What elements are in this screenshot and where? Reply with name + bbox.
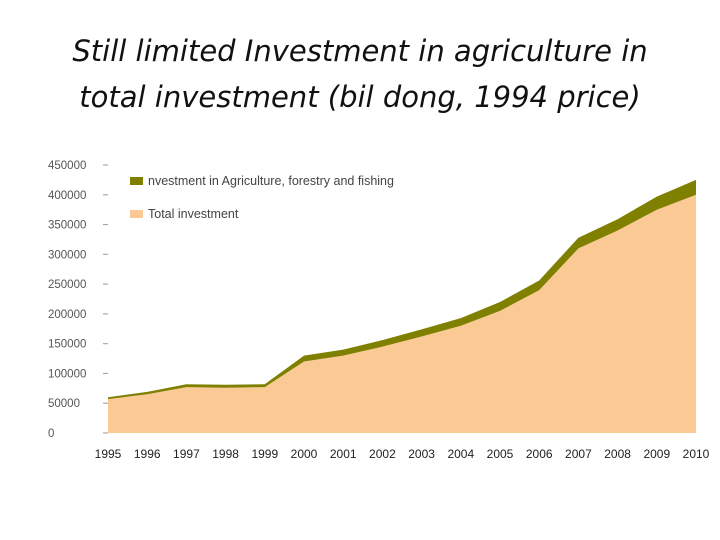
x-tick-label: 2010	[683, 447, 710, 461]
x-tick-label: 2008	[604, 447, 631, 461]
y-tick-label: 350000	[48, 220, 86, 232]
slide-title: Still limited Investment in agriculture …	[0, 28, 720, 120]
x-tick-label: 2005	[487, 447, 514, 461]
y-tick-label: 200000	[48, 309, 86, 321]
x-tick-label: 1998	[212, 447, 239, 461]
slide-title-line-2: total investment (bil dong, 1994 price)	[79, 80, 641, 114]
y-tick-label: 100000	[48, 368, 86, 380]
y-tick-label: 50000	[48, 398, 80, 410]
y-tick-label: 250000	[48, 279, 86, 291]
x-tick-label: 1997	[173, 447, 200, 461]
x-tick-label: 1995	[95, 447, 122, 461]
x-tick-label: 2004	[447, 447, 474, 461]
legend-label: Total investment	[148, 207, 239, 221]
x-tick-label: 1996	[134, 447, 161, 461]
y-tick-label: 300000	[48, 249, 86, 261]
x-tick-label: 2009	[643, 447, 670, 461]
y-tick-label: 150000	[48, 339, 86, 351]
legend-label: nvestment in Agriculture, forestry and f…	[148, 174, 394, 188]
slide-title-line-1: Still limited Investment in agriculture …	[72, 34, 648, 68]
y-tick-label: 0	[48, 428, 54, 440]
x-tick-label: 2001	[330, 447, 357, 461]
x-tick-label: 1999	[251, 447, 278, 461]
x-tick-label: 2003	[408, 447, 435, 461]
series-area-0	[108, 194, 696, 433]
x-tick-label: 2002	[369, 447, 396, 461]
x-tick-label: 2000	[291, 447, 318, 461]
x-tick-label: 2006	[526, 447, 553, 461]
y-tick-label: 450000	[48, 160, 86, 172]
x-tick-label: 2007	[565, 447, 592, 461]
legend-swatch	[130, 210, 143, 218]
y-tick-label: 400000	[48, 190, 86, 202]
legend-swatch	[130, 177, 143, 185]
